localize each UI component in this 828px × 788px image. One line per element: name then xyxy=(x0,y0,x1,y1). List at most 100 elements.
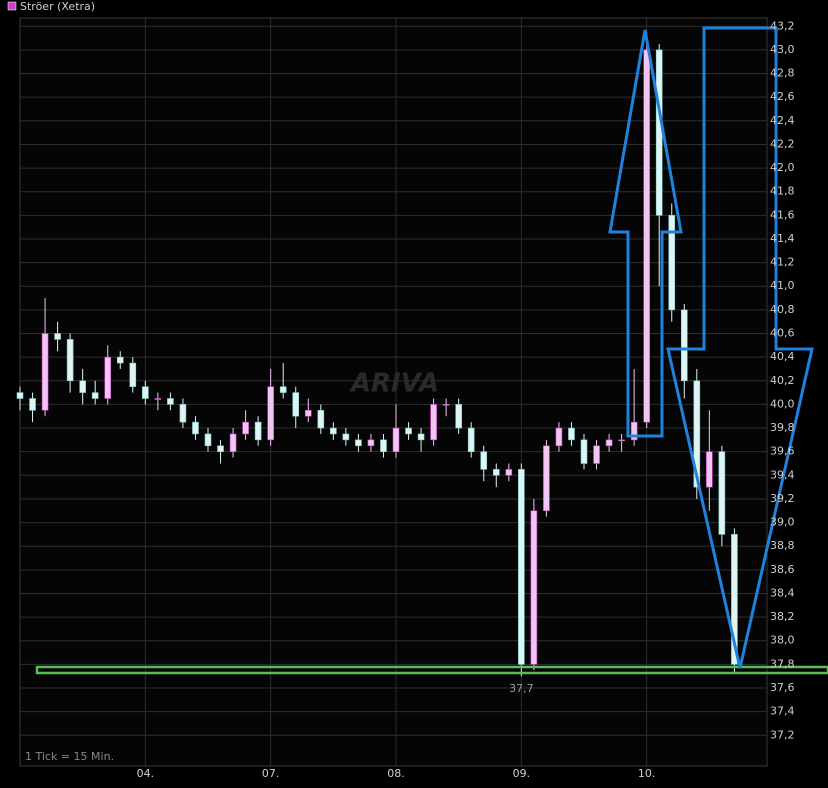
y-tick-label: 41,0 xyxy=(770,279,795,292)
candle-body xyxy=(16,392,24,399)
y-tick-label: 39,4 xyxy=(770,468,795,481)
y-tick-label: 42,8 xyxy=(770,67,795,80)
y-tick-label: 41,8 xyxy=(770,185,795,198)
y-tick-label: 39,6 xyxy=(770,445,795,458)
candle-body xyxy=(505,469,513,476)
y-tick-label: 37,2 xyxy=(770,728,795,741)
y-tick-label: 38,0 xyxy=(770,634,795,647)
candle-body xyxy=(668,215,676,311)
candle-body xyxy=(693,380,701,488)
y-tick-label: 39,0 xyxy=(770,516,795,529)
legend-swatch xyxy=(7,1,17,11)
tick-note: 1 Tick = 15 Min. xyxy=(25,750,114,763)
candle-body xyxy=(116,356,124,364)
candle-body xyxy=(129,362,137,387)
y-tick-label: 41,2 xyxy=(770,256,795,269)
candle-body xyxy=(392,427,400,452)
candle-body xyxy=(555,427,563,447)
y-tick-label: 43,2 xyxy=(770,19,795,32)
candle-body xyxy=(192,421,199,435)
candle-body xyxy=(731,534,738,665)
y-tick-label: 37,6 xyxy=(770,681,795,694)
candle-body xyxy=(91,392,99,399)
y-tick-label: 41,6 xyxy=(770,208,795,221)
candle-body xyxy=(104,356,112,399)
candle-body xyxy=(618,439,625,442)
candle-body xyxy=(593,445,600,464)
candle-body xyxy=(655,49,663,216)
y-tick-label: 40,8 xyxy=(770,303,795,316)
candle-body xyxy=(405,427,412,435)
x-tick-label: 07. xyxy=(262,767,280,780)
y-tick-label: 42,0 xyxy=(770,161,795,174)
candle-body xyxy=(442,404,450,406)
y-tick-label: 43,0 xyxy=(770,43,795,56)
x-tick-label: 04. xyxy=(137,767,155,780)
candle-body xyxy=(179,404,187,423)
candle-body xyxy=(217,445,224,452)
candle-body xyxy=(54,333,61,340)
candle-body xyxy=(279,386,287,393)
candle-body xyxy=(605,439,613,447)
y-tick-label: 40,6 xyxy=(770,327,795,340)
y-tick-label: 42,4 xyxy=(770,114,795,127)
legend-label: Ströer (Xetra) xyxy=(20,0,95,13)
y-tick-label: 40,4 xyxy=(770,350,795,363)
candle-body xyxy=(330,427,337,435)
candle-body xyxy=(204,433,212,447)
candle-body xyxy=(467,427,475,452)
candle-body xyxy=(355,439,362,447)
candle-body xyxy=(342,433,350,441)
y-tick-label: 42,2 xyxy=(770,137,795,150)
candle-body xyxy=(518,469,525,665)
candle-body xyxy=(455,404,462,429)
watermark: ARIVA xyxy=(349,369,439,399)
candle-body xyxy=(41,333,49,411)
candle-body xyxy=(706,451,713,488)
y-tick-label: 38,4 xyxy=(770,586,795,599)
candle-body xyxy=(643,49,650,423)
y-tick-label: 37,8 xyxy=(770,657,795,670)
candle-body xyxy=(292,392,300,417)
y-tick-label: 42,6 xyxy=(770,90,795,103)
candle-body xyxy=(154,398,162,400)
x-tick-label: 09. xyxy=(513,767,531,780)
y-tick-label: 38,6 xyxy=(770,563,795,576)
x-tick-label: 08. xyxy=(387,767,405,780)
y-tick-label: 39,8 xyxy=(770,421,795,434)
low-label: 37,7 xyxy=(509,682,534,695)
candle-body xyxy=(304,410,312,417)
candles xyxy=(16,32,738,677)
y-tick-label: 37,4 xyxy=(770,705,795,718)
candle-body xyxy=(29,398,36,411)
candle-body xyxy=(167,398,174,405)
down-arrow xyxy=(666,26,814,669)
candle-body xyxy=(267,386,274,441)
candle-body xyxy=(66,339,74,382)
candle-body xyxy=(568,427,575,441)
y-tick-label: 39,2 xyxy=(770,492,795,505)
candle-body xyxy=(543,445,550,512)
y-tick-label: 41,4 xyxy=(770,232,795,245)
candle-body xyxy=(430,404,437,441)
candle-body xyxy=(480,451,488,470)
support-line xyxy=(35,665,828,675)
up-arrow xyxy=(608,29,683,438)
y-tick-label: 38,2 xyxy=(770,610,795,623)
y-tick-label: 40,2 xyxy=(770,374,795,387)
candle-body xyxy=(380,439,387,452)
candle-body xyxy=(317,410,325,429)
y-tick-label: 40,0 xyxy=(770,397,795,410)
y-tick-label: 38,8 xyxy=(770,539,795,552)
candle-body xyxy=(254,421,262,441)
candle-body xyxy=(142,386,149,399)
candle-body xyxy=(367,439,375,447)
candle-body xyxy=(242,421,249,435)
candle-body xyxy=(417,433,425,441)
candle-body xyxy=(580,439,588,464)
candle-body xyxy=(718,451,726,535)
x-tick-label: 10. xyxy=(638,767,656,780)
candle-body xyxy=(79,380,86,393)
